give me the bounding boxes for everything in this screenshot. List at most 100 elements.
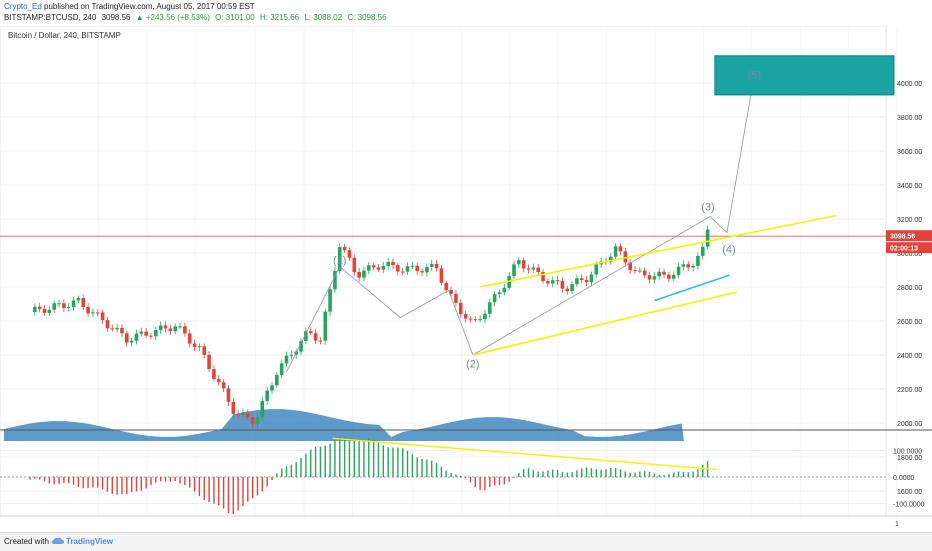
candle	[362, 270, 366, 278]
candle	[628, 262, 632, 271]
header: Crypto_Ed published on TradingView.com, …	[0, 0, 932, 26]
candle	[444, 282, 449, 290]
publish-line: Crypto_Ed published on TradingView.com, …	[4, 2, 255, 11]
candle	[391, 261, 395, 266]
elliott-wave-line[interactable]	[286, 93, 752, 373]
candle	[192, 343, 197, 348]
candle	[42, 309, 47, 313]
candle	[463, 314, 468, 319]
candle	[410, 265, 415, 267]
change: ▲ +243.56 (+8.53%)	[135, 13, 210, 22]
low-value: L: 3088.02	[304, 13, 343, 22]
candle	[100, 312, 105, 321]
candle	[333, 271, 337, 290]
candle	[178, 326, 182, 328]
candle	[260, 400, 265, 418]
candle	[241, 412, 245, 416]
candle	[497, 292, 502, 295]
candle	[454, 293, 458, 303]
candle	[589, 274, 594, 283]
candle	[216, 378, 221, 383]
candle	[371, 265, 376, 268]
candle	[483, 313, 487, 320]
candle	[66, 307, 71, 309]
support-line[interactable]	[654, 274, 730, 302]
candle	[236, 413, 240, 416]
candle	[149, 335, 153, 337]
candle	[105, 320, 110, 329]
candle	[37, 306, 42, 310]
candle	[517, 260, 521, 265]
candle	[352, 257, 357, 273]
candle	[76, 297, 81, 301]
candle	[434, 263, 439, 269]
candle	[246, 412, 250, 418]
channel-lower-line[interactable]	[472, 291, 737, 356]
candle	[696, 255, 700, 266]
candle	[86, 307, 90, 314]
candle	[221, 382, 226, 389]
candle	[125, 333, 129, 343]
candle	[662, 271, 666, 275]
candle	[512, 264, 516, 276]
candle	[299, 341, 303, 352]
candle	[57, 303, 61, 305]
candle	[226, 388, 231, 402]
candle	[154, 329, 158, 337]
ohlc-line: BITSTAMP:BTCUSD, 240 3098.56 ▲ +243.56 (…	[4, 13, 390, 22]
published-text: published on TradingView.com, August 05,…	[44, 2, 255, 11]
indicator-trendline[interactable]	[332, 437, 718, 471]
candle	[95, 312, 100, 314]
channel-upper-line[interactable]	[479, 214, 837, 288]
candle	[91, 312, 95, 314]
candle	[647, 275, 652, 280]
price-tick-label: 3000.00	[897, 251, 922, 258]
candle	[594, 264, 599, 275]
candle	[618, 246, 623, 252]
candle	[521, 260, 526, 269]
candle	[207, 354, 211, 370]
candle	[386, 261, 390, 266]
close-value: C: 3098.56	[347, 13, 387, 22]
wave-label: (2)	[466, 359, 479, 371]
price-tick-label: 2400.00	[897, 353, 922, 360]
candle	[429, 263, 434, 267]
candle	[134, 333, 139, 341]
candle	[313, 333, 318, 341]
candle	[231, 401, 236, 414]
candle	[81, 297, 86, 308]
candle	[700, 246, 705, 256]
candle	[541, 272, 545, 282]
created-with-label: Created with	[4, 537, 49, 546]
candle	[458, 302, 463, 315]
price-chart[interactable]: (1) (2) (3) (4) (5) 4000.00 3800.00 3600.00 340…	[0, 26, 932, 532]
indicator-tick-label: 0.0000	[893, 475, 915, 482]
target-box[interactable]	[714, 55, 895, 96]
candle	[187, 333, 192, 344]
indicator-tick-label: -100.0000	[893, 502, 925, 509]
high-value: H: 3215.66	[259, 13, 300, 22]
candle	[158, 325, 163, 330]
candle	[488, 302, 492, 314]
candle	[686, 264, 691, 268]
candle	[468, 318, 473, 320]
candle	[284, 355, 289, 364]
price-tick-label: 1800.00	[897, 455, 922, 462]
candle	[328, 289, 332, 312]
candle	[405, 266, 410, 272]
candle	[681, 264, 686, 267]
candle	[550, 280, 555, 284]
candle	[163, 325, 168, 329]
countdown-tag-text: 02:00:13	[890, 246, 918, 253]
last-price-tag	[886, 230, 932, 242]
author-link[interactable]: Crypto_Ed	[4, 2, 42, 11]
countdown-tag	[886, 242, 932, 254]
candle	[691, 265, 695, 268]
price-tick-label: 4000.00	[897, 81, 922, 88]
candle	[129, 340, 134, 343]
tradingview-brand[interactable]: TradingView	[66, 537, 113, 546]
chart-title: Bitcoin / Dollar, 240, BITSTAMP	[8, 31, 121, 40]
candle	[168, 328, 173, 332]
candle	[212, 369, 216, 379]
